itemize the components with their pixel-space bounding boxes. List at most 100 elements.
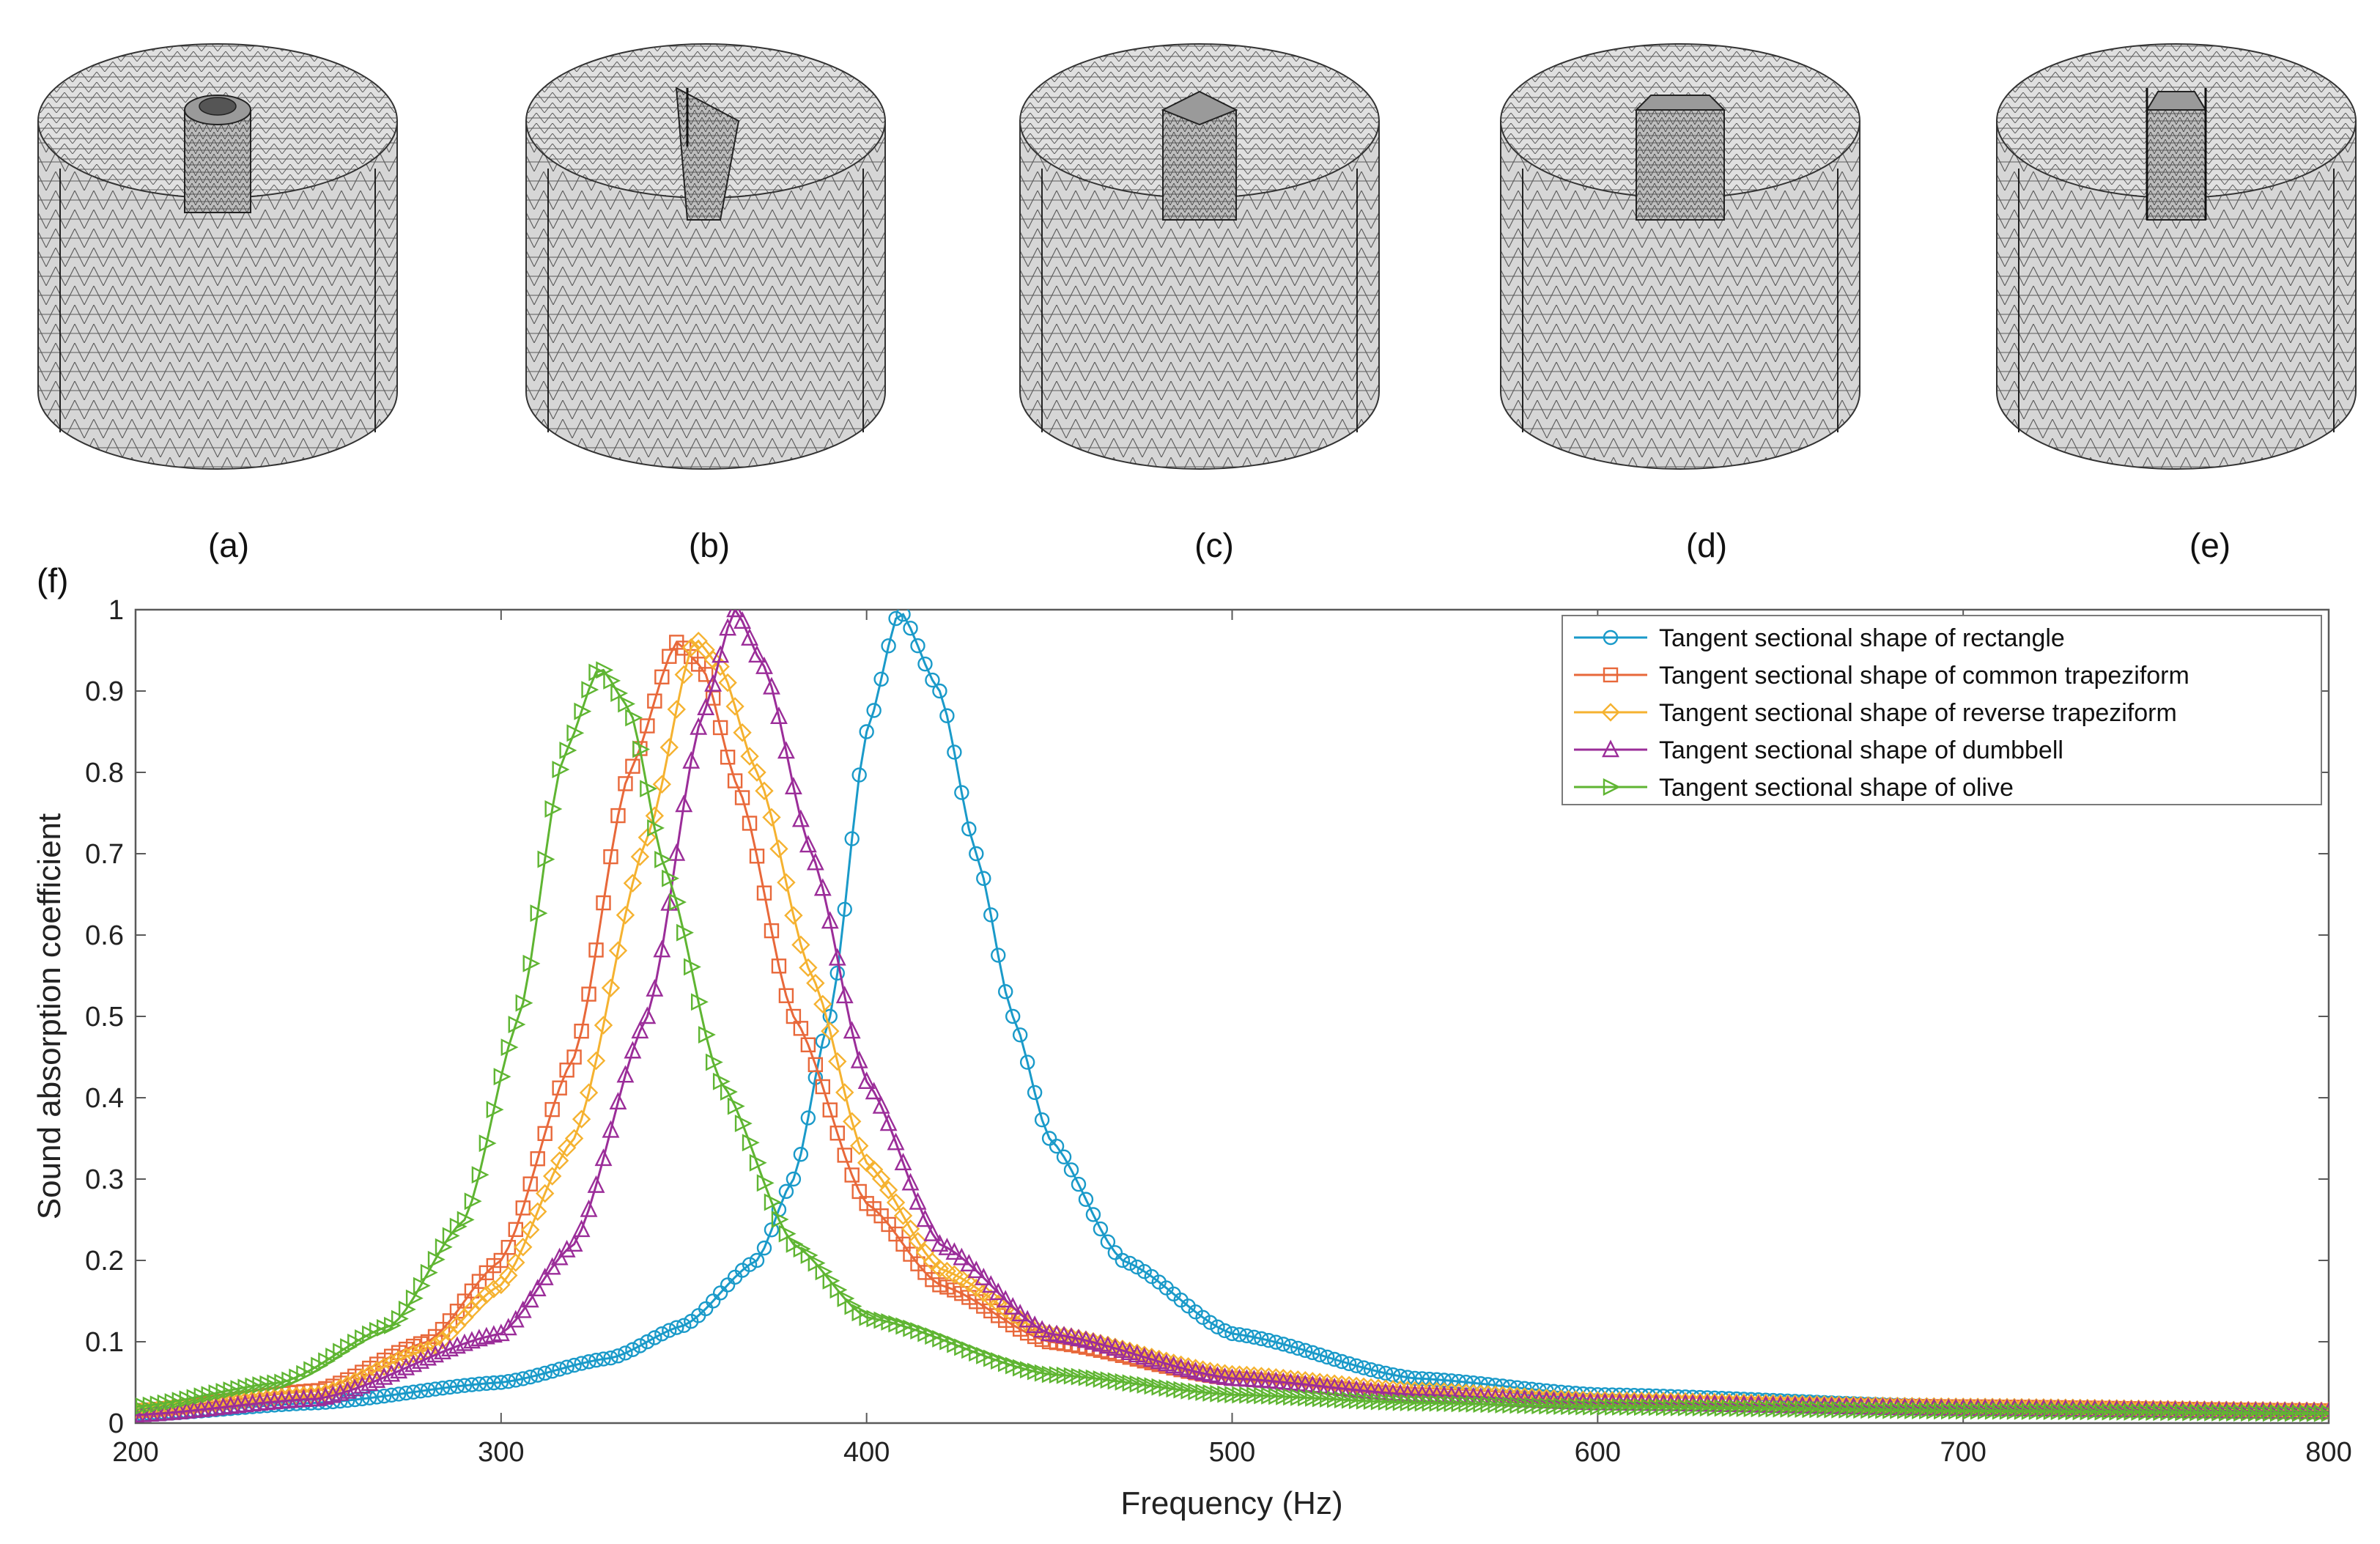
data-point-marker [828, 1052, 847, 1071]
data-point-marker [522, 1369, 538, 1385]
data-point-marker [1049, 1138, 1065, 1154]
data-point-marker [552, 1080, 567, 1096]
data-point-marker [404, 1344, 423, 1364]
data-point-marker [544, 1364, 560, 1379]
x-tick-label: 600 [1575, 1437, 1621, 1468]
data-point-marker [608, 941, 628, 960]
data-point-marker [829, 965, 845, 981]
data-point-marker [148, 1400, 167, 1419]
data-point-marker [813, 878, 832, 896]
data-point-marker [550, 1151, 569, 1170]
data-point-marker [718, 673, 737, 692]
data-point-marker [581, 681, 599, 699]
data-point-marker [616, 906, 635, 925]
legend-item: Tangent sectional shape of common trapez… [1574, 662, 2189, 690]
data-point-marker [791, 935, 810, 955]
data-point-marker [638, 1006, 657, 1024]
data-point-marker [859, 724, 874, 739]
data-point-marker [1319, 1349, 1335, 1365]
legend-swatch-marker [1603, 629, 1619, 646]
data-point-marker [813, 994, 832, 1014]
legend-swatch-marker [1601, 703, 1620, 722]
data-point-marker [923, 1223, 942, 1241]
data-point-marker [1239, 1328, 1254, 1344]
data-point-marker [742, 1134, 760, 1152]
data-point-marker [711, 657, 730, 676]
data-point-marker [762, 808, 781, 827]
data-point-marker [960, 1254, 978, 1271]
data-point-marker [493, 1375, 509, 1390]
data-point-marker [537, 1126, 552, 1142]
y-tick-label: 0.1 [85, 1327, 124, 1358]
data-point-marker [676, 1318, 692, 1334]
series-triangle-right [136, 661, 2329, 1422]
data-point-marker [1128, 1345, 1146, 1363]
data-point-marker [631, 1021, 649, 1039]
data-point-marker [755, 781, 774, 800]
data-point-marker [843, 1021, 861, 1039]
data-point-marker [684, 958, 701, 976]
data-point-marker [849, 1136, 869, 1156]
data-point-marker [601, 978, 621, 997]
data-point-marker [565, 1234, 583, 1252]
data-point-marker [1142, 1349, 1161, 1367]
data-point-marker [872, 1096, 890, 1114]
data-point-marker [638, 828, 657, 847]
data-point-marker [624, 1041, 642, 1059]
data-point-marker [471, 1166, 489, 1184]
legend-item: Tangent sectional shape of olive [1574, 774, 2014, 802]
data-point-marker [1004, 1297, 1022, 1315]
cylinder-a [37, 43, 398, 470]
data-point-marker [478, 1134, 497, 1153]
data-point-marker [596, 1351, 611, 1367]
data-point-marker [279, 1386, 299, 1406]
legend-label: Tangent sectional shape of rectangle [1659, 624, 2065, 652]
data-point-marker [618, 776, 633, 791]
data-point-marker [1019, 1310, 1037, 1328]
data-point-marker [586, 1051, 606, 1071]
data-point-marker [382, 1364, 401, 1382]
data-point-marker [988, 1294, 1008, 1313]
data-point-marker [669, 1320, 684, 1335]
data-point-marker [572, 1219, 591, 1238]
data-point-marker [1312, 1347, 1328, 1363]
data-point-marker [1298, 1342, 1313, 1359]
data-point-marker [659, 738, 679, 757]
cylinder-d [1500, 43, 1860, 470]
data-point-marker [442, 1379, 458, 1395]
data-point-marker [324, 1385, 342, 1403]
data-point-marker [1252, 1367, 1271, 1386]
data-point-marker [419, 1348, 437, 1366]
panel-label-d: (d) [1686, 526, 1727, 564]
data-point-marker [975, 1268, 993, 1285]
data-point-marker [865, 1082, 883, 1100]
data-point-marker [749, 1252, 765, 1268]
data-point-marker [1078, 1192, 1094, 1207]
data-point-marker [1268, 1334, 1284, 1350]
data-point-marker [771, 1211, 789, 1228]
data-point-marker [448, 1336, 466, 1354]
data-point-marker [653, 939, 671, 958]
data-point-marker [632, 740, 651, 758]
data-point-marker [1135, 1347, 1153, 1365]
data-point-marker [514, 1300, 532, 1318]
y-tick-label: 1 [108, 595, 124, 626]
data-point-marker [603, 671, 621, 690]
data-point-marker [374, 1357, 393, 1376]
data-point-marker [925, 672, 940, 688]
legend-item: Tangent sectional shape of rectangle [1574, 624, 2065, 652]
data-point-marker [815, 1079, 831, 1095]
data-point-marker [486, 1101, 504, 1119]
data-point-marker [353, 1375, 372, 1394]
y-tick-label: 0.8 [85, 758, 124, 788]
series-layer [136, 610, 2329, 1423]
data-point-marker [749, 1153, 767, 1172]
data-point-marker [945, 1242, 964, 1260]
data-point-marker [530, 1151, 545, 1167]
data-point-marker [879, 1113, 898, 1131]
data-point-marker [1098, 1336, 1117, 1354]
data-point-marker [954, 785, 969, 800]
data-point-marker [588, 942, 604, 958]
data-point-marker [1027, 1085, 1043, 1101]
